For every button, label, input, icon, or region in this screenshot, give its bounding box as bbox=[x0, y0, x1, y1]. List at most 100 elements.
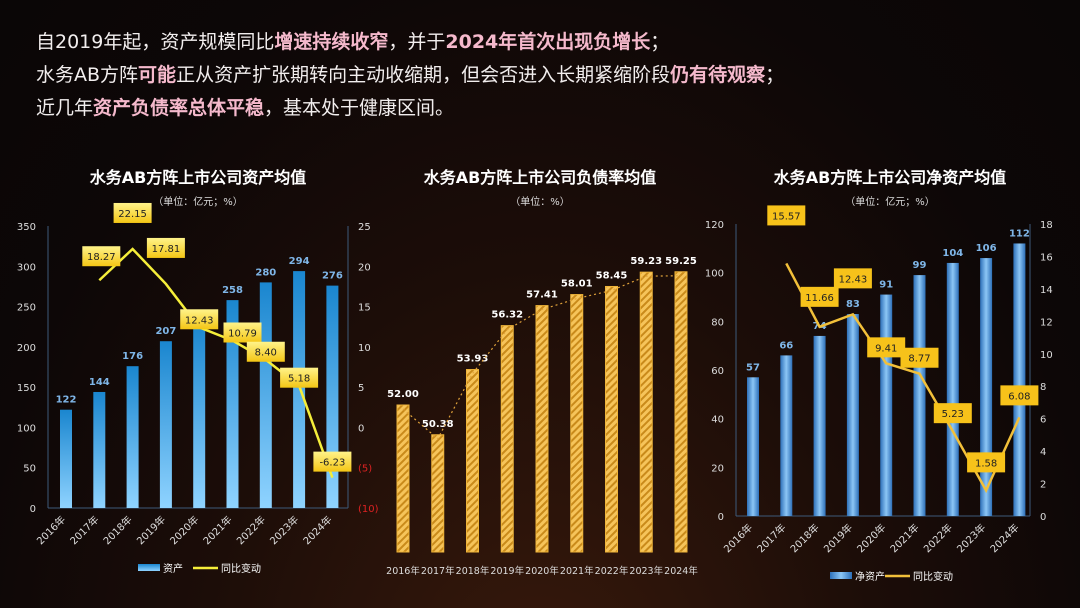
y-tick-label: 200 bbox=[17, 343, 36, 354]
legend-label: 资产 bbox=[163, 562, 183, 575]
x-tick-label: 2023年 bbox=[954, 521, 988, 555]
highlight-text: 资产负债率总体平稳 bbox=[93, 97, 265, 119]
bar-value-label: 122 bbox=[56, 395, 77, 406]
legend-bar-swatch bbox=[138, 564, 160, 571]
yoy-line bbox=[785, 262, 1021, 494]
bar bbox=[813, 335, 826, 516]
bar bbox=[674, 271, 688, 553]
legend-bar-swatch bbox=[830, 572, 852, 579]
x-tick-label: 2019年 bbox=[490, 565, 524, 577]
y2-tick-label: 14 bbox=[1040, 285, 1053, 296]
x-tick-label: 2016年 bbox=[721, 521, 755, 555]
highlight-text: 仍有待观察 bbox=[670, 64, 766, 86]
bar bbox=[466, 369, 479, 553]
x-tick-label: 2024年 bbox=[987, 521, 1021, 555]
bar bbox=[60, 409, 72, 508]
x-tick-label: 2022年 bbox=[921, 521, 955, 555]
intro-text-segment: 正从资产扩张期转向主动收缩期，但会否进入长期紧缩阶段 bbox=[176, 64, 671, 86]
line-value-label: 9.41 bbox=[875, 343, 897, 354]
line-label-box bbox=[82, 246, 121, 267]
bar-value-label: 104 bbox=[942, 248, 963, 259]
bar bbox=[780, 355, 793, 516]
chart-title: 水务AB方阵上市公司净资产均值 bbox=[774, 168, 1007, 187]
y-tick-label: 20 bbox=[711, 463, 724, 474]
chart-subtitle: （单位：亿元；%） bbox=[845, 195, 935, 208]
y-tick-label: 100 bbox=[17, 423, 36, 434]
line-value-label: 6.08 bbox=[1008, 391, 1030, 402]
x-tick-label: 2020年 bbox=[854, 521, 888, 555]
bar-value-label: 66 bbox=[779, 340, 793, 351]
y-tick-label: 300 bbox=[17, 262, 36, 273]
intro-text-segment: ，基本处于健康区间。 bbox=[264, 97, 455, 119]
line-value-label: 5.18 bbox=[288, 374, 310, 385]
y2-tick-label: 25 bbox=[358, 222, 371, 233]
bar bbox=[93, 391, 106, 508]
bar bbox=[846, 314, 859, 516]
chart-title: 水务AB方阵上市公司资产均值 bbox=[90, 168, 307, 187]
y2-tick-label: 18 bbox=[1040, 220, 1053, 231]
intro-line-2: 水务AB方阵可能正从资产扩张期转向主动收缩期，但会否进入长期紧缩阶段仍有待观察； bbox=[36, 59, 784, 92]
y2-tick-label: 8 bbox=[1040, 382, 1046, 393]
x-tick-label: 2018年 bbox=[787, 521, 821, 555]
x-tick-label: 2022年 bbox=[595, 565, 629, 577]
y2-tick-label: (5) bbox=[358, 464, 372, 475]
line-value-label: 22.15 bbox=[118, 209, 147, 220]
bar bbox=[226, 300, 239, 508]
line-label-box bbox=[280, 367, 319, 388]
line-label-box bbox=[867, 337, 906, 358]
intro-line-3: 近几年资产负债率总体平稳，基本处于健康区间。 bbox=[36, 92, 784, 125]
intro-text-segment: ； bbox=[650, 31, 670, 53]
y2-tick-label: 10 bbox=[358, 343, 371, 354]
bar-value-label: 91 bbox=[879, 280, 893, 291]
x-tick-label: 2017年 bbox=[754, 521, 788, 555]
intro-line-1: 自2019年起，资产规模同比增速持续收窄，并于2024年首次出现负增长； bbox=[36, 26, 784, 59]
bar bbox=[605, 285, 618, 553]
x-tick-label: 2017年 bbox=[67, 513, 101, 547]
intro-text-segment: 水务AB方阵 bbox=[36, 64, 139, 86]
y2-tick-label: 0 bbox=[1040, 512, 1046, 523]
y-tick-label: 0 bbox=[718, 512, 724, 523]
x-tick-label: 2016年 bbox=[34, 513, 68, 547]
bar-value-label: 59.23 bbox=[630, 256, 662, 267]
bar bbox=[1013, 243, 1026, 516]
x-tick-label: 2020年 bbox=[167, 513, 201, 547]
line-label-box bbox=[180, 309, 219, 330]
bar-value-label: 176 bbox=[122, 351, 143, 362]
y-tick-label: 60 bbox=[711, 366, 724, 377]
trend-line bbox=[402, 275, 682, 440]
bar-value-label: 58.45 bbox=[596, 270, 628, 281]
x-tick-label: 2019年 bbox=[821, 521, 855, 555]
highlight-text: 增速持续收窄 bbox=[274, 31, 389, 53]
y-tick-label: 250 bbox=[17, 303, 36, 314]
y-tick-label: 40 bbox=[711, 415, 724, 426]
line-value-label: 8.40 bbox=[255, 348, 277, 359]
bar bbox=[193, 321, 206, 508]
bar bbox=[535, 305, 549, 553]
bar-value-label: 276 bbox=[322, 271, 343, 282]
y-tick-label: 50 bbox=[23, 464, 36, 475]
x-tick-label: 2021年 bbox=[560, 565, 594, 577]
line-label-box bbox=[1000, 385, 1039, 406]
line-value-label: -6.23 bbox=[319, 458, 345, 469]
x-tick-label: 2019年 bbox=[134, 513, 168, 547]
line-value-label: 12.43 bbox=[185, 315, 214, 326]
y2-tick-label: 10 bbox=[1040, 350, 1053, 361]
bar bbox=[293, 271, 306, 508]
y2-tick-label: 15 bbox=[358, 303, 371, 314]
highlight-text: 可能 bbox=[138, 64, 177, 86]
bar-value-label: 99 bbox=[913, 260, 927, 271]
x-tick-label: 2016年 bbox=[386, 565, 420, 577]
line-label-box bbox=[933, 403, 972, 424]
bar-value-label: 53.93 bbox=[457, 354, 489, 365]
x-tick-label: 2018年 bbox=[456, 565, 490, 577]
bar bbox=[747, 377, 759, 516]
bar bbox=[396, 404, 410, 553]
bar-value-label: 59.25 bbox=[665, 256, 697, 267]
bar bbox=[880, 294, 893, 516]
line-value-label: 10.79 bbox=[228, 328, 257, 339]
bar bbox=[639, 271, 653, 553]
x-tick-label: 2021年 bbox=[200, 513, 234, 547]
bar bbox=[570, 294, 584, 553]
y-tick-label: 100 bbox=[705, 269, 724, 280]
bar-value-label: 57.41 bbox=[526, 290, 558, 301]
